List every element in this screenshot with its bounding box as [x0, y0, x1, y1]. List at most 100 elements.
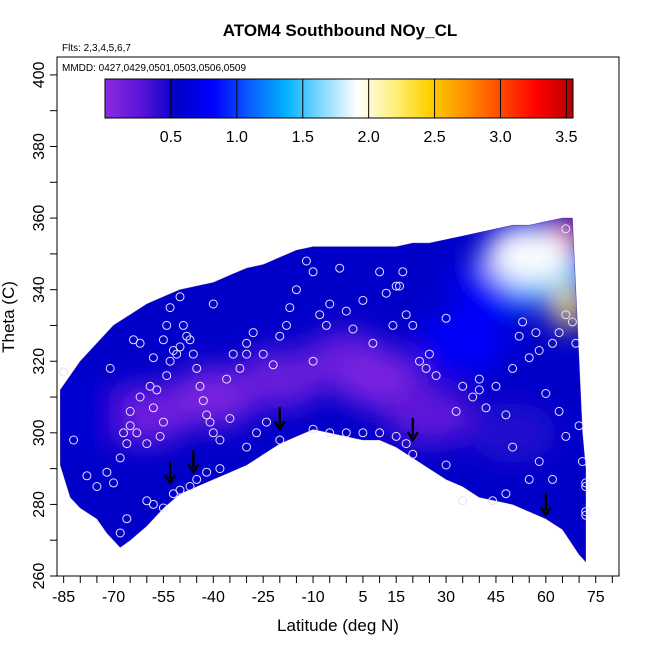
sample-point: [285, 303, 295, 313]
x-axis: -85 -70 -55 -40 -25 -10 5 15 30 45 60 75: [52, 576, 613, 606]
sample-point: [577, 457, 587, 466]
sample-point: [205, 417, 215, 427]
field-patch: [385, 384, 474, 445]
sample-point: [501, 489, 511, 499]
sample-point: [148, 499, 158, 509]
sample-point: [135, 338, 145, 348]
sample-point: [381, 288, 391, 298]
sample-points: [59, 224, 591, 538]
sample-point: [175, 342, 185, 352]
sample-point: [202, 410, 212, 420]
sample-point: [358, 295, 368, 305]
sample-point: [468, 392, 478, 402]
sample-point: [308, 424, 318, 434]
x-tick-label: 60: [537, 589, 555, 606]
sample-point: [165, 303, 175, 313]
arrow-markers: [164, 407, 552, 518]
x-tick-label: -85: [52, 589, 75, 606]
sample-point: [368, 338, 378, 348]
sample-point: [162, 320, 172, 330]
sample-point: [192, 363, 202, 373]
sample-point: [508, 363, 518, 373]
field-patch: [485, 223, 574, 284]
sample-point: [109, 478, 118, 488]
sample-point: [581, 510, 591, 520]
sample-point: [441, 313, 451, 323]
sample-point: [481, 403, 491, 413]
sample-point: [375, 267, 385, 277]
y-tick-label: 260: [31, 563, 48, 590]
y-tick-label: 400: [31, 61, 48, 88]
sample-point: [148, 403, 158, 413]
sample-point: [335, 263, 345, 273]
sample-point: [491, 381, 501, 391]
sample-point: [119, 428, 128, 438]
sample-point: [59, 367, 69, 377]
colorbar-tick-label: 3.0: [489, 129, 511, 146]
sample-point: [541, 389, 551, 398]
sample-point: [92, 482, 102, 491]
sample-point: [458, 381, 468, 391]
sample-point: [401, 310, 411, 320]
sample-point: [561, 310, 571, 320]
colorbar-tick-label: 0.5: [160, 129, 182, 146]
x-tick-label: -10: [301, 589, 324, 606]
field-patch: [553, 285, 586, 330]
arrow-marker: [187, 450, 200, 475]
sample-point: [242, 349, 252, 359]
sample-point: [165, 356, 175, 366]
colorbar-tick-label: 1.0: [226, 129, 248, 146]
data-field: [60, 217, 586, 563]
sample-point: [431, 371, 441, 381]
sample-point: [172, 349, 182, 359]
sample-point: [235, 363, 245, 373]
sample-point: [548, 338, 557, 348]
sample-point: [215, 435, 225, 445]
field-background: [60, 218, 586, 562]
sample-point: [185, 335, 195, 345]
x-tick-label: 15: [387, 589, 405, 606]
sample-point: [524, 353, 534, 363]
arrow-marker: [273, 407, 286, 432]
sample-point: [531, 328, 541, 338]
sample-point: [424, 349, 434, 359]
sample-point: [202, 467, 212, 477]
sample-point: [215, 464, 225, 474]
sample-point: [315, 310, 325, 320]
sample-point: [574, 421, 584, 431]
y-axis: 260 280 300 320 340 360 380 400: [31, 61, 57, 589]
sample-point: [195, 381, 205, 391]
sample-point: [192, 474, 202, 484]
sample-point: [198, 396, 208, 406]
sample-point: [554, 328, 564, 338]
sample-point: [514, 331, 524, 341]
sample-point: [148, 353, 158, 363]
sample-point: [158, 417, 168, 427]
x-tick-label: -40: [202, 589, 225, 606]
sample-point: [208, 428, 218, 438]
field-patch: [60, 384, 125, 445]
sample-point: [248, 328, 258, 338]
sample-point: [268, 360, 278, 370]
y-tick-label: 380: [31, 133, 48, 160]
sample-point: [508, 442, 518, 452]
sample-point: [398, 267, 408, 277]
sample-point: [321, 320, 331, 330]
sample-point: [518, 317, 528, 327]
sample-point: [162, 371, 172, 381]
sample-point: [301, 256, 311, 266]
sample-point: [474, 385, 484, 395]
flights-note: Flts: 2,3,4,5,6,7: [62, 43, 131, 54]
field-patch: [169, 367, 258, 427]
sample-point: [415, 356, 424, 366]
arrow-marker: [164, 460, 177, 486]
sample-point: [348, 324, 358, 334]
colorbar-tick-label: 2.5: [423, 129, 445, 146]
plot-frame: [56, 56, 620, 577]
sample-point: [102, 467, 112, 477]
sample-point: [358, 428, 368, 438]
sample-point: [571, 338, 581, 348]
sample-point: [391, 281, 401, 291]
chart-title: ATOM4 Southbound NOy_CL: [223, 21, 458, 40]
